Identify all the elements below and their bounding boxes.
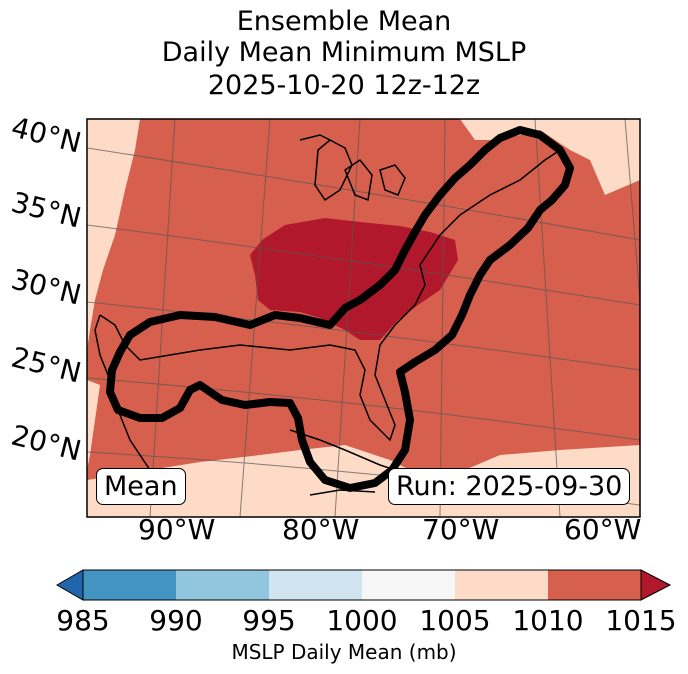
pressure-area-1005-southwest [87,380,100,470]
colorbar-bin-1000-1005 [362,570,455,600]
colorbar [55,569,672,601]
colorbar-tick-1000: 1000 [326,604,398,637]
colorbar-tick-1010: 1010 [512,604,584,637]
mean-label-box: Mean [96,468,186,505]
lon-label-80w: 80°W [282,513,360,546]
pressure-area-1005-west [87,119,140,350]
map-field [87,119,640,517]
colorbar-bin-1005-1010 [455,570,548,600]
colorbar-label: MSLP Daily Mean (mb) [231,640,457,664]
title-line-3: 2025-10-20 12z-12z [207,70,481,101]
colorbar-tick-990: 990 [149,604,203,637]
colorbar-tick-985: 985 [56,604,110,637]
colorbar-tick-1015: 1015 [605,604,677,637]
colorbar-bin-990-995 [176,570,269,600]
colorbar-bin-1010-1015 [548,570,641,600]
map-frame [86,118,641,518]
title-line-2: Daily Mean Minimum MSLP [161,37,527,68]
lon-label-90w: 90°W [138,513,216,546]
colorbar-bin-995-1000 [269,570,362,600]
colorbar-over-arrow [640,569,672,601]
run-date-box: Run: 2025-09-30 [388,468,631,505]
colorbar-frame [82,569,642,601]
colorbar-bin-985-990 [83,570,176,600]
lon-label-70w: 70°W [422,513,500,546]
storm-track-outline [106,126,574,492]
colorbar-tick-1005: 1005 [419,604,491,637]
colorbar-under-arrow [55,569,84,601]
lon-label-60w: 60°W [564,513,642,546]
colorbar-tick-995: 995 [242,604,296,637]
title-line-1: Ensemble Mean [236,6,452,37]
colorbar-bins [83,570,641,600]
